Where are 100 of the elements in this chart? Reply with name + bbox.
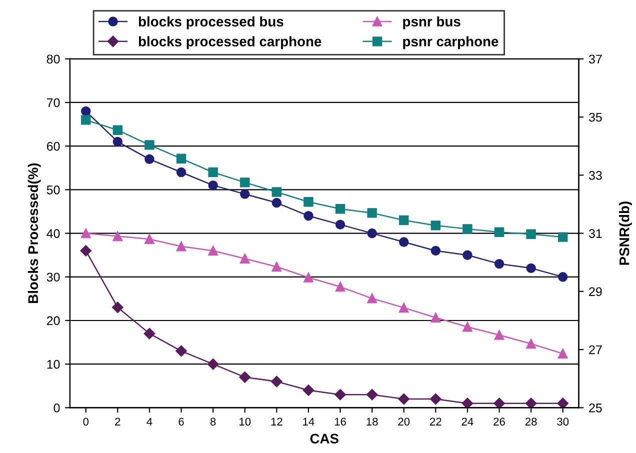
point	[557, 398, 568, 408]
point	[176, 345, 187, 357]
point	[271, 376, 282, 388]
y-tick-label: 50	[46, 185, 60, 194]
point	[367, 228, 377, 238]
point	[430, 220, 441, 230]
point	[81, 228, 91, 238]
point	[144, 234, 154, 244]
y-tick-label: 20	[46, 316, 60, 326]
x-axis-title: CAS	[310, 434, 338, 444]
y2-tick-label: 25	[589, 404, 602, 412]
point	[207, 358, 219, 370]
point	[462, 250, 472, 260]
point	[208, 167, 218, 178]
point	[176, 242, 186, 252]
point	[112, 136, 123, 147]
legend-label: psnr carphone	[403, 36, 498, 50]
point	[144, 328, 156, 340]
point	[144, 140, 154, 150]
point	[462, 398, 474, 408]
point	[240, 189, 250, 199]
point	[526, 229, 536, 240]
point	[272, 262, 282, 272]
point	[398, 393, 410, 405]
y2-tick-label: 35	[588, 112, 602, 122]
x-tick-label: 12	[271, 418, 282, 426]
point	[176, 167, 186, 178]
x-tick-label: 28	[525, 418, 537, 426]
point	[335, 204, 346, 214]
y-tick-label: 60	[46, 142, 60, 151]
y2-tick-label: 37	[588, 54, 602, 64]
point	[334, 389, 346, 400]
point	[335, 282, 346, 292]
point	[81, 106, 91, 116]
point	[558, 348, 568, 358]
point	[526, 263, 536, 274]
point	[367, 294, 377, 304]
point	[462, 322, 472, 332]
y2-tick-label: 27	[589, 345, 602, 354]
point	[430, 312, 441, 322]
point	[239, 372, 250, 383]
x-tick-label: 20	[398, 418, 410, 426]
legend-label: blocks processed carphone	[138, 36, 322, 50]
x-tick-label: 16	[334, 418, 346, 426]
point	[302, 384, 314, 396]
point	[240, 254, 250, 264]
y-tick-label: 30	[46, 272, 60, 282]
point	[430, 393, 442, 405]
y-tick-label: 0	[54, 404, 60, 412]
point	[144, 154, 154, 164]
y2-tick-label: 29	[589, 287, 602, 296]
point	[494, 227, 504, 237]
x-tick-label: 30	[557, 418, 569, 426]
point	[208, 246, 218, 256]
legend-label: psnr bus	[403, 16, 460, 30]
x-tick-label: 0	[83, 418, 89, 426]
point	[526, 338, 536, 349]
point	[494, 330, 504, 340]
y-tick-label: 10	[47, 360, 60, 369]
point	[558, 272, 568, 282]
point	[176, 154, 186, 164]
y-tick-label: 70	[46, 98, 60, 108]
x-tick-label: 18	[366, 418, 378, 426]
point	[112, 231, 123, 242]
point	[399, 237, 409, 247]
x-tick-label: 4	[146, 418, 152, 426]
point	[366, 389, 378, 400]
point	[208, 180, 218, 190]
point	[494, 398, 505, 408]
point	[240, 178, 250, 188]
x-tick-label: 14	[303, 418, 314, 426]
x-tick-label: 24	[462, 418, 474, 426]
point	[112, 302, 124, 314]
y2-axis-title: PSNR(db)	[619, 202, 632, 265]
x-tick-label: 8	[210, 418, 216, 426]
x-tick-label: 22	[430, 418, 442, 426]
y-tick-label: 80	[46, 54, 60, 64]
x-tick-label: 2	[115, 418, 120, 426]
point	[81, 115, 91, 125]
point	[399, 215, 409, 226]
point	[272, 198, 282, 208]
y-tick-label: 40	[46, 229, 60, 238]
point	[304, 197, 314, 207]
point	[304, 272, 314, 282]
point	[462, 224, 472, 234]
x-tick-label: 10	[240, 418, 251, 426]
point	[430, 246, 441, 256]
point	[304, 210, 314, 221]
point	[335, 220, 346, 230]
point	[112, 125, 123, 135]
point	[80, 245, 92, 256]
legend-label: blocks processed bus	[138, 16, 284, 30]
point	[399, 302, 409, 313]
y2-tick-label: 33	[588, 170, 602, 180]
point	[494, 258, 504, 269]
x-tick-label: 26	[494, 418, 505, 426]
point	[558, 232, 568, 242]
point	[272, 187, 282, 197]
point	[367, 208, 377, 218]
point	[525, 398, 537, 408]
